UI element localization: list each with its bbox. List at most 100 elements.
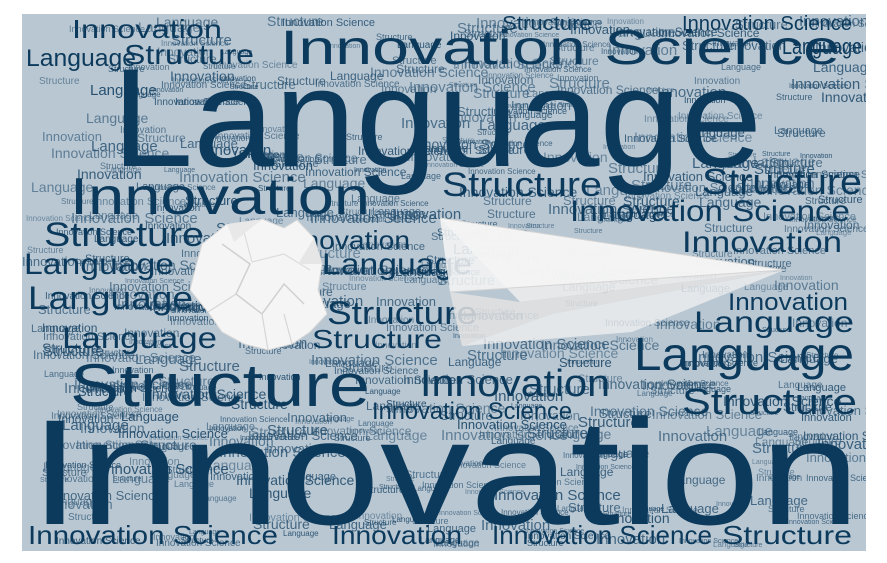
filler-word: Structure [764,166,805,177]
filler-word: Innovation [356,511,402,522]
filler-word: Language [526,88,575,100]
filler-word: Language [602,206,665,222]
filler-word: Innovation [328,43,360,50]
word-structure-right-2: Structure [682,381,857,422]
word-structure-top-right: Structure [502,14,592,35]
filler-word: Language [174,479,214,489]
filler-word: Language [586,182,653,199]
filler-word: Language [249,485,312,501]
filler-word: Innovation [401,115,470,132]
filler-word: Language [427,523,476,535]
filler-word: Innovation [381,82,436,96]
filler-word: Structure [558,102,587,109]
filler-word: Language [121,409,179,424]
filler-word: Language [112,471,170,486]
filler-word: Structure [752,440,813,457]
filler-word: Structure [113,476,142,483]
filler-word: Language [351,193,400,205]
filler-word: Innovation Science [763,211,856,223]
word-innovation-science-mid: Innovation Science [570,195,850,228]
filler-word: Innovation [774,277,839,293]
filler-word: Innovation Science [500,345,619,361]
filler-word: Structure [386,476,415,483]
filler-word: Language [329,517,387,532]
filler-word: Language [724,185,769,196]
filler-word: Structure [650,385,695,397]
filler-word: Innovation Science [370,64,489,80]
filler-word: Innovation Science [599,209,675,219]
filler-word: Language [557,504,593,513]
filler-word: Innovation Science [791,76,866,93]
filler-word: Language [151,470,196,481]
filler-word: Structure [405,469,450,481]
filler-word: Structure [364,518,397,527]
filler-word: Structure [754,161,815,178]
filler-word: Innovation Science [114,302,199,313]
filler-word: Innovation Science [809,19,866,30]
filler-word: Language [146,297,209,313]
filler-word: Innovation [481,517,550,534]
filler-word: Language [691,384,731,394]
filler-word: Language [44,369,84,379]
filler-word: Innovation [295,417,332,426]
filler-word: Innovation [407,149,467,164]
filler-word: Innovation [479,429,530,441]
filler-word: Innovation [376,294,436,309]
filler-word: Innovation [77,166,142,182]
filler-word: Structure [192,100,221,107]
filler-word: Language [774,125,823,137]
filler-word: Innovation [354,167,386,174]
filler-word: Innovation Science [806,473,866,483]
filler-word: Innovation [792,316,847,330]
filler-word: Structure [736,180,797,197]
filler-word: Innovation [239,150,285,161]
filler-word: Innovation Science [548,201,675,218]
filler-word: Structure [728,152,757,159]
filler-word: Language [687,125,745,140]
filler-word: Innovation Science [156,538,241,549]
filler-word: Innovation [375,340,417,350]
filler-word: Innovation [219,74,256,83]
filler-word: Language [392,515,428,524]
filler-word: Structure [144,343,173,350]
filler-word: Innovation Science [46,438,148,452]
word-language-left-2: Language [28,280,193,316]
filler-word: Structure [168,52,217,66]
filler-word: Innovation Science [249,512,342,524]
filler-word: Innovation Science [425,162,484,169]
filler-word: Structure [631,177,692,194]
filler-word: Innovation Science [74,376,193,392]
filler-word: Innovation [656,316,721,332]
filler-word: Innovation [64,380,133,397]
filler-word: Innovation Science [661,379,729,388]
filler-word: Innovation Science [349,274,417,283]
filler-word: Structure [364,485,405,496]
filler-word: Innovation [360,240,406,251]
filler-word: Innovation Science [69,24,145,34]
filler-word: Language [76,257,112,266]
filler-word: Language [587,445,650,461]
word-innovation-right-1: Innovation [682,226,842,259]
filler-word: Language [816,228,852,237]
word-language-right-2: Language [634,328,854,380]
filler-word: Innovation Science [383,269,442,276]
filler-word: Language [283,529,319,538]
filler-word: Structure [597,217,626,224]
filler-word: Innovation Science [332,241,425,253]
filler-word: Innovation [58,412,113,426]
filler-word: Innovation Science [361,199,429,208]
word-language-top-left: Language [26,45,136,72]
filler-word: Innovation [702,350,748,361]
filler-word: Structure [95,348,136,359]
filler-word: Innovation Science [175,97,260,108]
filler-word: Innovation Science [412,136,531,152]
filler-word: Language [413,484,449,493]
filler-word: Innovation [117,296,186,313]
filler-word: Innovation Science [464,55,583,71]
filler-word: Innovation Science [51,411,136,422]
filler-word: Innovation Science [149,435,208,442]
filler-word: Innovation Science [248,428,358,443]
filler-word: Innovation Science [803,429,866,443]
word-structure-bottom-right: Structure [722,520,852,550]
filler-word: Language [813,59,866,75]
